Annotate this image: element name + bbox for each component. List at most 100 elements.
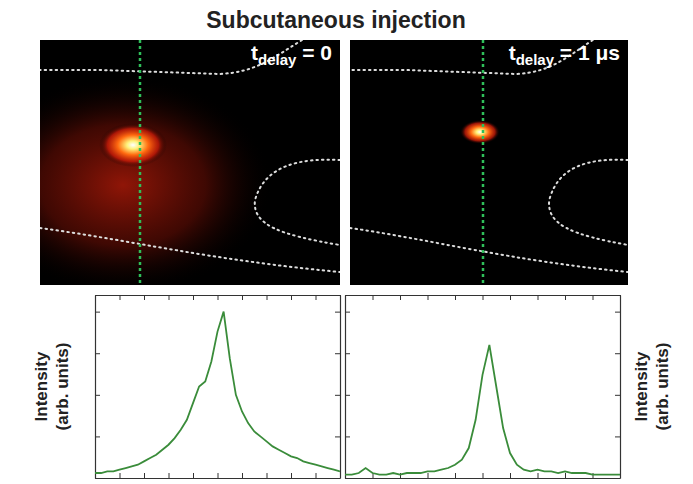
tick	[615, 312, 620, 313]
tick-mark	[345, 353, 350, 354]
tick	[510, 473, 511, 478]
tick	[615, 436, 620, 437]
tick-mark	[593, 295, 594, 300]
profile-curve	[345, 345, 620, 475]
image-panel: tdelay = 0	[0, 40, 340, 295]
y-axis	[95, 296, 100, 479]
tick	[242, 473, 243, 478]
plot-area	[345, 345, 620, 475]
tick-mark	[144, 473, 145, 478]
tick-mark	[455, 473, 456, 478]
tick-mark	[615, 478, 620, 479]
y-axis-title-line: (arb. units)	[653, 343, 672, 431]
tick	[120, 295, 121, 300]
tick	[335, 395, 340, 396]
tick	[144, 473, 145, 478]
y-axis-title-line: (arb. units)	[53, 343, 72, 431]
tissue-outline	[40, 40, 302, 74]
tick	[95, 395, 100, 396]
tick-mark	[335, 353, 340, 354]
tick	[428, 295, 429, 300]
tick	[95, 436, 100, 437]
tick-mark	[565, 473, 566, 478]
y-axis-title-line: Intensity	[632, 351, 651, 421]
tick	[615, 395, 620, 396]
tick-mark	[345, 312, 350, 313]
delay-value: = 0	[296, 41, 332, 64]
plot-area	[95, 312, 340, 473]
tick-mark	[615, 353, 620, 354]
tick	[428, 473, 429, 478]
delay-subscript: delay	[516, 51, 555, 68]
y-axis-right	[615, 296, 621, 479]
tick-mark	[538, 473, 539, 478]
tick	[95, 478, 100, 479]
x-axis	[96, 473, 341, 479]
signal-spot	[99, 123, 167, 167]
tick-mark	[428, 473, 429, 478]
tick-mark	[242, 473, 243, 478]
tick-mark	[510, 295, 511, 300]
axis-line	[96, 478, 341, 479]
tick	[345, 312, 350, 313]
tick	[193, 473, 194, 478]
tick-mark	[193, 473, 194, 478]
tick-mark	[144, 295, 145, 300]
axis-line	[345, 296, 346, 479]
axis-line	[340, 296, 341, 479]
tick-mark	[345, 478, 350, 479]
profile-line	[482, 40, 485, 285]
tick	[335, 436, 340, 437]
image-panel: tdelay = 1 μs	[350, 40, 628, 285]
tick-mark	[95, 395, 100, 396]
signal-spot	[460, 120, 500, 144]
tick-mark	[95, 478, 100, 479]
tick-mark	[345, 436, 350, 437]
tick	[345, 478, 350, 479]
tick-mark	[218, 473, 219, 478]
tick-mark	[95, 312, 100, 313]
tick	[218, 473, 219, 478]
x-axis-top	[96, 295, 341, 300]
x-axis-top	[346, 295, 621, 300]
tick-mark	[483, 295, 484, 300]
tick	[218, 295, 219, 300]
tick	[345, 436, 350, 437]
delay-label: tdelay = 1 μs	[509, 41, 620, 68]
tick-mark	[169, 295, 170, 300]
delay-subscript: delay	[258, 51, 297, 68]
tick	[538, 473, 539, 478]
tick-mark	[538, 295, 539, 300]
tick-mark	[615, 395, 620, 396]
profile-line	[139, 40, 142, 285]
y-axis-title: Intensity(arb. units)	[32, 343, 72, 431]
tick	[267, 295, 268, 300]
tick-mark	[267, 295, 268, 300]
profile-chart: Intensity(arb. units)	[345, 295, 672, 479]
image-background	[350, 40, 628, 285]
tick-mark	[335, 395, 340, 396]
tick	[335, 312, 340, 313]
tick	[455, 295, 456, 300]
tick-mark	[335, 436, 340, 437]
tick	[565, 473, 566, 478]
tick-mark	[291, 295, 292, 300]
tick-mark	[373, 295, 374, 300]
profile-chart: Intensity(arb. units)	[32, 295, 341, 479]
tick	[316, 473, 317, 478]
tick	[169, 295, 170, 300]
tissue-outline	[549, 160, 628, 245]
tick-mark	[400, 295, 401, 300]
tick	[373, 295, 374, 300]
tissue-outline	[255, 160, 340, 245]
tick	[291, 473, 292, 478]
tick	[400, 295, 401, 300]
tick	[193, 295, 194, 300]
figure: Subcutaneous injectiontdelay = 0tdelay =…	[0, 0, 693, 484]
tick-mark	[483, 473, 484, 478]
tick	[345, 395, 350, 396]
tick-mark	[316, 473, 317, 478]
tick-mark	[335, 478, 340, 479]
tick-mark	[95, 353, 100, 354]
tick-mark	[95, 436, 100, 437]
